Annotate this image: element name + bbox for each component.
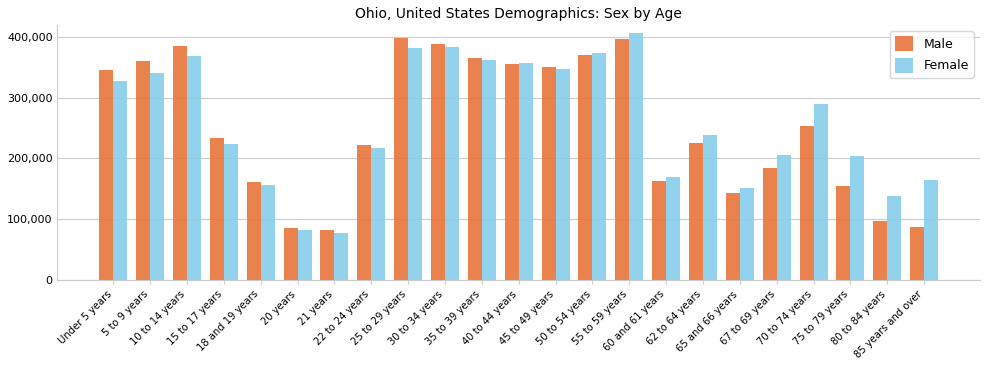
Bar [467, 58, 481, 280]
Bar [519, 62, 532, 280]
Bar [260, 185, 274, 280]
Bar [850, 156, 864, 280]
Bar [150, 73, 164, 280]
Bar [873, 221, 886, 280]
Bar [100, 70, 113, 280]
Bar [688, 143, 702, 280]
Bar [504, 64, 519, 280]
Bar [334, 233, 348, 280]
Legend: Male, Female: Male, Female [888, 31, 973, 78]
Bar [173, 46, 187, 280]
Bar [113, 81, 127, 280]
Title: Ohio, United States Demographics: Sex by Age: Ohio, United States Demographics: Sex by… [355, 7, 681, 21]
Bar [445, 47, 458, 280]
Bar [246, 182, 260, 280]
Bar [210, 138, 224, 280]
Bar [371, 148, 385, 280]
Bar [298, 230, 312, 280]
Bar [629, 33, 643, 280]
Bar [909, 227, 923, 280]
Bar [408, 48, 422, 280]
Bar [431, 44, 445, 280]
Bar [812, 105, 826, 280]
Bar [799, 126, 812, 280]
Bar [393, 38, 408, 280]
Bar [187, 57, 201, 280]
Bar [592, 53, 605, 280]
Bar [224, 144, 238, 280]
Bar [666, 177, 679, 280]
Bar [578, 55, 592, 280]
Bar [555, 69, 569, 280]
Bar [923, 180, 937, 280]
Bar [725, 193, 740, 280]
Bar [835, 186, 850, 280]
Bar [283, 228, 298, 280]
Bar [740, 188, 753, 280]
Bar [702, 135, 716, 280]
Bar [652, 181, 666, 280]
Bar [357, 145, 371, 280]
Bar [541, 67, 555, 280]
Bar [886, 196, 900, 280]
Bar [614, 39, 629, 280]
Bar [136, 61, 150, 280]
Bar [762, 168, 776, 280]
Bar [320, 229, 334, 280]
Bar [776, 155, 790, 280]
Bar [481, 60, 495, 280]
